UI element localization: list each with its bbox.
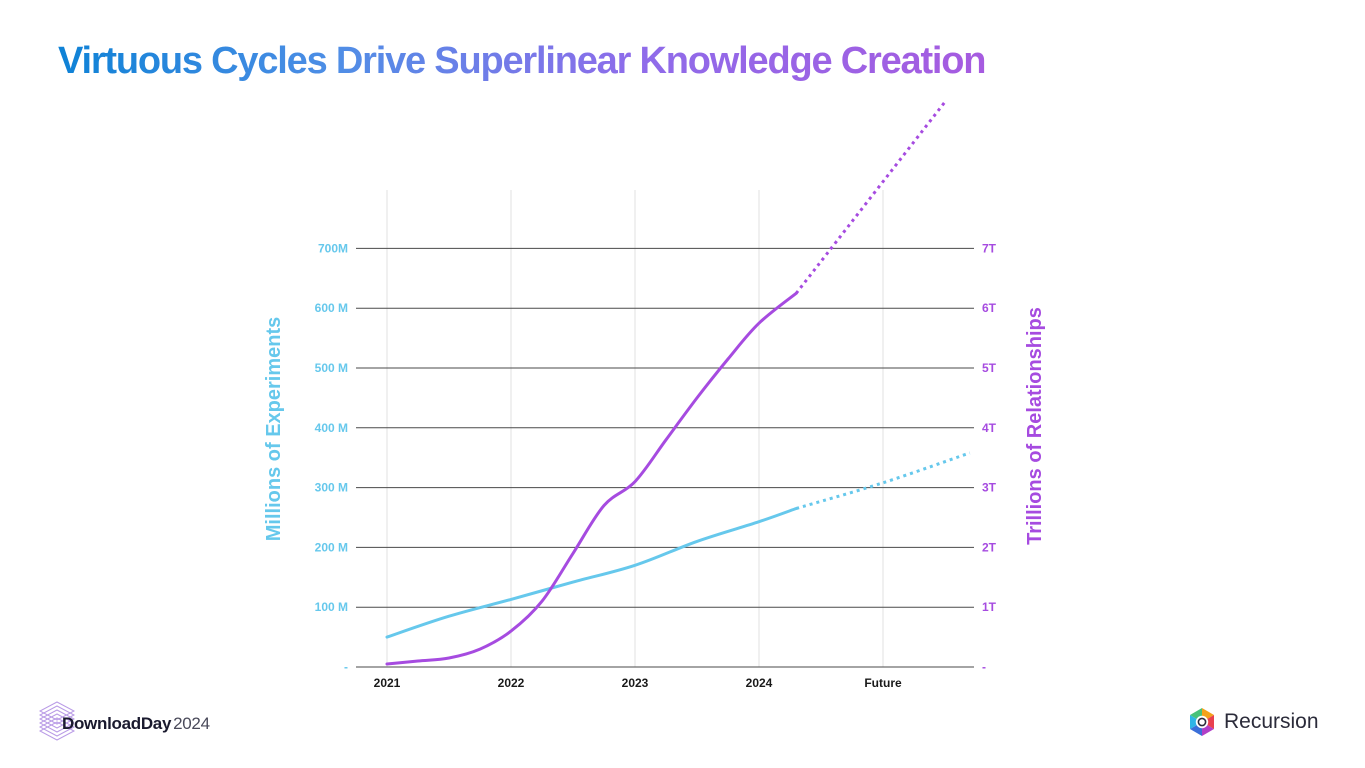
x-axis-ticks: 2021 2022 2023 2024 Future xyxy=(374,676,902,690)
x-tick-label: Future xyxy=(864,676,902,690)
left-tick-label: 200 M xyxy=(315,540,348,554)
left-tick-label: - xyxy=(344,660,348,674)
series-line-relationships xyxy=(385,291,798,666)
x-tick-label: 2023 xyxy=(622,676,649,690)
left-tick-label: 700M xyxy=(318,241,348,255)
event-year: 2024 xyxy=(173,714,210,733)
company-logo-group: Recursion xyxy=(1188,706,1319,738)
right-tick-label: 3T xyxy=(982,481,997,495)
right-tick-label: 1T xyxy=(982,600,997,614)
company-name: Recursion xyxy=(1224,710,1319,733)
series-projection-experiments xyxy=(795,451,971,510)
downloadday-logo-icon xyxy=(38,701,76,741)
right-axis-ticks: - 1T 2T 3T 4T 5T 6T 7T xyxy=(982,241,997,674)
event-brand: DownloadDay xyxy=(62,714,172,733)
x-tick-label: 2021 xyxy=(374,676,401,690)
series-projection-relationships xyxy=(795,100,947,295)
right-axis-title: Trillions of Relationships xyxy=(1024,307,1046,545)
right-tick-label: 5T xyxy=(982,361,997,375)
x-tick-label: 2024 xyxy=(746,676,773,690)
left-axis-ticks: - 100 M 200 M 300 M 400 M 500 M 600 M 700M xyxy=(315,241,348,674)
event-logo-group: DownloadDay 2024 xyxy=(38,700,210,746)
recursion-logo-icon xyxy=(1190,708,1214,736)
page-title: Virtuous Cycles Drive Superlinear Knowle… xyxy=(58,40,986,82)
left-tick-label: 400 M xyxy=(315,421,348,435)
horizontal-gridlines xyxy=(356,247,974,668)
left-axis-title: Millions of Experiments xyxy=(263,317,285,541)
vertical-gridlines xyxy=(386,190,884,667)
series-line-experiments xyxy=(385,507,798,639)
right-tick-label: 6T xyxy=(982,301,997,315)
left-tick-label: 300 M xyxy=(315,481,348,495)
right-tick-label: 2T xyxy=(982,540,997,554)
left-tick-label: 500 M xyxy=(315,361,348,375)
left-tick-label: 100 M xyxy=(315,600,348,614)
series-lines xyxy=(385,100,971,666)
x-tick-label: 2022 xyxy=(498,676,525,690)
left-tick-label: 600 M xyxy=(315,301,348,315)
right-tick-label: 7T xyxy=(982,241,997,255)
right-tick-label: - xyxy=(982,660,986,674)
right-tick-label: 4T xyxy=(982,421,997,435)
